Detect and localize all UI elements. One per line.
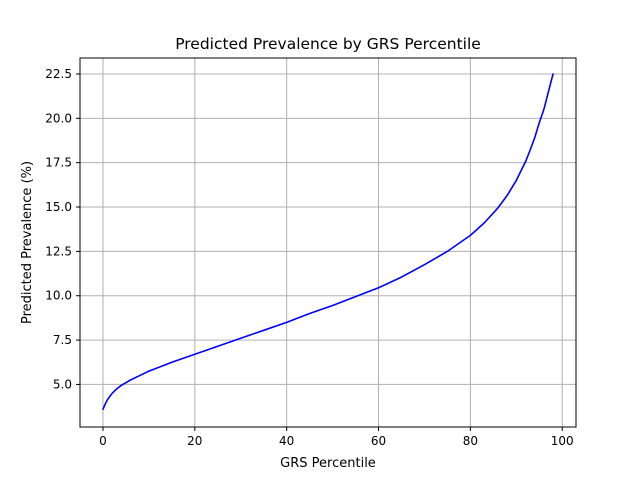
- x-tick-label: 80: [463, 434, 478, 448]
- x-tick-label: 40: [279, 434, 294, 448]
- plot-frame: [79, 57, 577, 428]
- x-tick-label: 20: [187, 434, 202, 448]
- chart-title: Predicted Prevalence by GRS Percentile: [175, 35, 481, 53]
- grid: [80, 58, 576, 427]
- y-tick-label: 12.5: [45, 244, 72, 258]
- y-tick-label: 17.5: [45, 156, 72, 170]
- x-tick-label: 100: [551, 434, 574, 448]
- ticks: 0 20 40 60 80 100 5.0 7.5 10.0 12.5 15.0 17.5 20.0 22…: [45, 67, 573, 448]
- x-tick-label: 60: [371, 434, 386, 448]
- y-tick-label: 20.0: [45, 111, 72, 125]
- y-tick-label: 15.0: [45, 200, 72, 214]
- x-axis-label: GRS Percentile: [280, 456, 376, 471]
- x-tick-label: 0: [99, 434, 107, 448]
- y-tick-label: 7.5: [53, 333, 72, 347]
- y-tick-label: 10.0: [45, 289, 72, 303]
- y-tick-label: 22.5: [45, 67, 72, 81]
- series-group: [102, 73, 554, 411]
- series-line: [102, 73, 554, 411]
- y-axis-label: Predicted Prevalence (%): [20, 161, 35, 324]
- y-tick-label: 5.0: [53, 377, 72, 391]
